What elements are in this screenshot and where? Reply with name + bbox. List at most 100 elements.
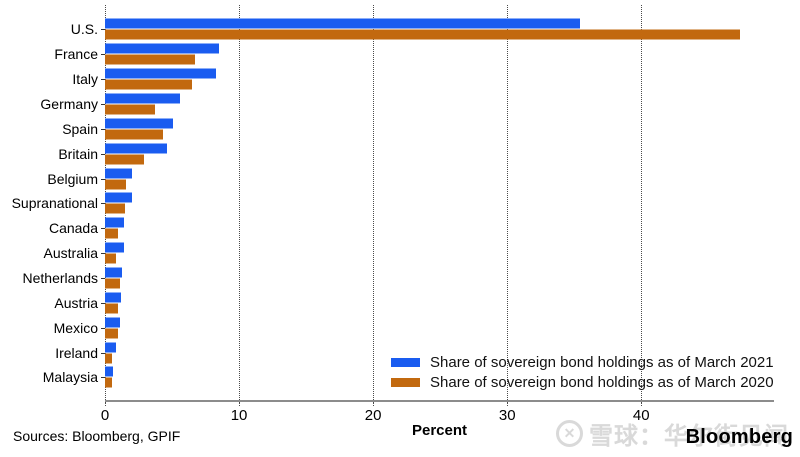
category-row-supranational: Supranational: [12, 191, 774, 216]
gridline-10: [239, 5, 241, 400]
bar-march-2021: [105, 192, 132, 203]
xueqiu-logo-icon: ✕: [556, 420, 583, 447]
plot-area: 0 10 20 30 40 U.S. France Italy Germany Spain Bri…: [12, 5, 774, 424]
axis-tick-40: [641, 402, 643, 406]
axis-tick-20: [373, 402, 375, 406]
bar-march-2021: [105, 366, 114, 377]
category-label: Germany: [40, 96, 98, 112]
gridline-30: [507, 5, 509, 400]
category-label: Belgium: [47, 170, 98, 187]
category-tick: [101, 79, 105, 81]
bar-pair: [105, 292, 774, 314]
category-row-netherlands: Netherlands: [23, 266, 774, 291]
category-label: Ireland: [55, 344, 98, 361]
bar-pair: [105, 217, 774, 239]
category-label: France: [54, 46, 98, 63]
bar-march-2021: [105, 18, 580, 29]
category-tick: [101, 203, 105, 205]
bar-pair: [105, 93, 774, 115]
bar-pair: [105, 192, 774, 214]
category-tick: [101, 278, 105, 280]
category-tick: [101, 153, 105, 155]
bar-march-2021: [105, 68, 217, 79]
bar-march-2021: [105, 43, 219, 54]
bar-march-2020: [105, 54, 195, 65]
bar-march-2020: [105, 228, 119, 239]
bar-pair: [105, 43, 774, 65]
x-axis-title: Percent: [411, 422, 468, 439]
category-tick: [101, 178, 105, 180]
category-tick: [101, 128, 105, 130]
bar-march-2020: [105, 328, 119, 339]
category-row-canada: Canada: [49, 216, 774, 241]
category-tick: [101, 352, 105, 354]
bar-pair: [105, 118, 774, 140]
bar-march-2020: [105, 129, 163, 140]
category-tick: [101, 327, 105, 329]
bar-rows: U.S. France Italy Germany Spain Britain Belgiu…: [12, 17, 774, 390]
bar-pair: [105, 68, 774, 90]
category-label: Netherlands: [22, 270, 99, 287]
legend-swatch-2021: [391, 357, 420, 367]
category-label: U.S.: [70, 21, 98, 38]
bar-pair: [105, 242, 774, 264]
bar-march-2020: [105, 203, 126, 214]
category-row-austria: Austria: [54, 290, 774, 315]
bar-march-2021: [105, 168, 132, 179]
category-label: Malaysia: [42, 369, 98, 386]
legend-swatch-2020: [391, 377, 420, 387]
category-label: Australia: [43, 245, 98, 262]
bar-pair: [105, 267, 774, 289]
bar-march-2021: [105, 267, 123, 278]
category-tick: [101, 54, 105, 56]
legend-row-2020: Share of sovereign bond holdings as of M…: [391, 372, 774, 392]
gridline-40: [641, 5, 643, 400]
axis-ticklabel-20: 20: [364, 407, 382, 424]
bar-pair: [105, 317, 774, 339]
category-row-belgium: Belgium: [47, 166, 774, 191]
category-label: Canada: [48, 220, 98, 237]
watermark-text: 雪球：华尔街见闻: [589, 423, 789, 450]
bar-march-2020: [105, 353, 112, 364]
bar-march-2020: [105, 253, 116, 264]
bar-march-2020: [105, 377, 112, 388]
category-row-italy: Italy: [72, 67, 774, 92]
axis-ticklabel-10: 10: [230, 407, 248, 424]
category-label: Italy: [72, 71, 98, 88]
axis-ticklabel-30: 30: [498, 407, 516, 424]
bar-march-2021: [105, 317, 120, 328]
bar-march-2021: [105, 242, 124, 253]
bar-march-2021: [105, 342, 116, 353]
bar-march-2020: [105, 278, 120, 289]
bar-march-2021: [105, 217, 124, 228]
axis-tick-10: [239, 402, 241, 406]
bar-march-2020: [105, 303, 119, 314]
axis-tick-0: [105, 402, 106, 406]
category-row-malaysia: Malaysia: [43, 365, 774, 390]
category-label: Mexico: [53, 319, 98, 336]
bar-pair: [105, 18, 774, 40]
bar-march-2020: [105, 179, 127, 190]
category-tick: [101, 302, 105, 304]
category-row-germany: Germany: [40, 92, 774, 117]
category-tick: [101, 29, 105, 31]
category-row-ireland: Ireland: [55, 340, 774, 365]
legend-label-2020: Share of sovereign bond holdings as of M…: [430, 373, 774, 391]
bar-march-2020: [105, 29, 741, 40]
category-row-australia: Australia: [44, 241, 774, 266]
axis-tick-30: [507, 402, 509, 406]
legend-label-2021: Share of sovereign bond holdings as of M…: [430, 353, 774, 371]
axis-ticklabel-40: 40: [632, 407, 650, 424]
bar-march-2020: [105, 154, 144, 165]
bar-pair: [105, 342, 774, 364]
gridline-20: [373, 5, 375, 400]
category-label: Austria: [54, 294, 98, 311]
bar-march-2020: [105, 79, 193, 90]
category-row-france: France: [54, 42, 774, 67]
category-row-mexico: Mexico: [54, 315, 774, 340]
bar-march-2020: [105, 104, 155, 115]
watermark: ✕ 雪球：华尔街见闻: [556, 416, 789, 451]
bar-pair: [105, 143, 774, 165]
category-label: Spain: [62, 120, 98, 137]
